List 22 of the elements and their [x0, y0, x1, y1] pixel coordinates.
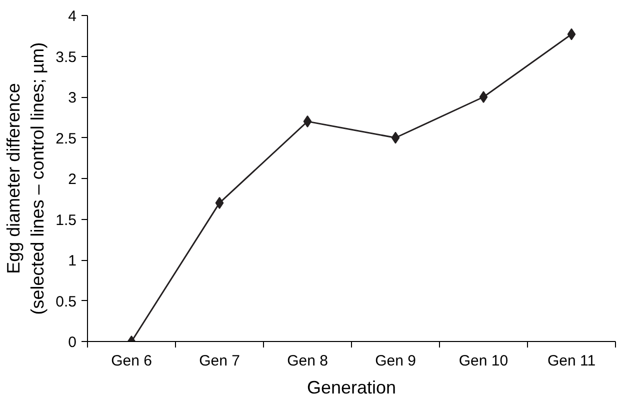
x-tick-label: Gen 8: [287, 352, 328, 370]
point: [303, 115, 312, 128]
x-tick-label: Gen 6: [111, 352, 152, 370]
y-tick-label: 3: [68, 90, 76, 106]
y-tick-label: 1: [68, 252, 76, 270]
y-tick-label: 0: [68, 334, 76, 351]
point: [479, 91, 488, 103]
point: [215, 196, 224, 209]
point: [567, 28, 576, 40]
y-tick-label: 0.5: [56, 293, 77, 310]
x-tick-label: Gen 9: [375, 352, 416, 370]
y-axis-title: Egg diameter difference (selected lines – control lines; µm): [4, 42, 48, 315]
point: [391, 132, 400, 144]
y-tick-label: 1.5: [56, 212, 77, 229]
x-tick-label: Gen 10: [458, 352, 508, 370]
y-tick-label: 2: [68, 171, 76, 188]
x-tick-label: Gen 7: [199, 352, 240, 370]
x-axis-title: Generation: [306, 378, 396, 398]
x-tick-label: Gen 11: [547, 352, 596, 370]
y-tick-label: 3.5: [56, 48, 77, 66]
y-tick-label: 4: [68, 8, 76, 25]
y-tick-label: 2.5: [56, 130, 77, 148]
